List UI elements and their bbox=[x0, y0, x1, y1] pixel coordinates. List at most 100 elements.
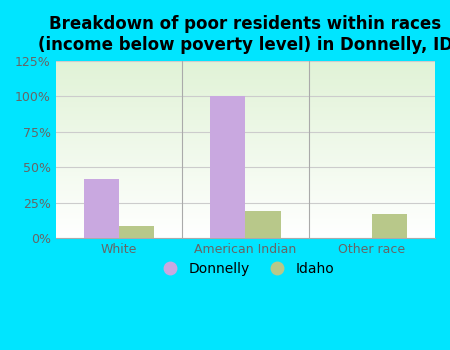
Legend: Donnelly, Idaho: Donnelly, Idaho bbox=[151, 256, 340, 281]
Bar bbox=[56, 196, 435, 197]
Bar bbox=[56, 159, 435, 160]
Bar bbox=[56, 93, 435, 95]
Bar bbox=[56, 173, 435, 175]
Bar bbox=[56, 105, 435, 107]
Bar bbox=[56, 80, 435, 82]
Bar bbox=[119, 226, 154, 238]
Bar bbox=[56, 197, 435, 198]
Bar bbox=[56, 62, 435, 64]
Bar bbox=[56, 77, 435, 79]
Bar bbox=[56, 204, 435, 206]
Bar bbox=[372, 214, 407, 238]
Bar bbox=[56, 133, 435, 135]
Bar bbox=[56, 141, 435, 142]
Bar bbox=[56, 172, 435, 173]
Bar bbox=[56, 236, 435, 237]
Bar bbox=[56, 125, 435, 126]
Bar bbox=[56, 218, 435, 219]
Bar bbox=[56, 237, 435, 238]
Bar bbox=[56, 224, 435, 225]
Bar bbox=[56, 129, 435, 131]
Bar bbox=[56, 167, 435, 169]
Bar bbox=[56, 222, 435, 224]
Bar bbox=[245, 211, 281, 238]
Bar bbox=[56, 206, 435, 208]
Bar bbox=[56, 67, 435, 68]
Bar bbox=[56, 108, 435, 110]
Bar bbox=[56, 82, 435, 83]
Bar bbox=[56, 89, 435, 91]
Bar bbox=[56, 179, 435, 181]
Bar bbox=[56, 121, 435, 123]
Bar bbox=[56, 101, 435, 102]
Bar bbox=[56, 92, 435, 93]
Bar bbox=[56, 99, 435, 101]
Bar bbox=[56, 194, 435, 196]
Bar bbox=[56, 202, 435, 203]
Bar bbox=[56, 176, 435, 178]
Bar bbox=[56, 136, 435, 138]
Bar bbox=[56, 225, 435, 227]
Bar bbox=[56, 153, 435, 154]
Bar bbox=[56, 95, 435, 97]
Bar bbox=[56, 148, 435, 150]
Bar bbox=[56, 116, 435, 117]
Bar bbox=[56, 187, 435, 188]
Bar bbox=[56, 227, 435, 228]
Bar bbox=[56, 147, 435, 148]
Bar bbox=[56, 162, 435, 163]
Bar bbox=[56, 212, 435, 214]
Bar bbox=[56, 170, 435, 172]
Bar bbox=[56, 232, 435, 234]
Bar bbox=[56, 64, 435, 65]
Bar bbox=[56, 150, 435, 151]
Bar bbox=[56, 163, 435, 164]
Bar bbox=[56, 70, 435, 71]
Bar bbox=[56, 234, 435, 236]
Bar bbox=[210, 97, 245, 238]
Bar bbox=[56, 132, 435, 133]
Bar bbox=[56, 142, 435, 144]
Bar bbox=[56, 210, 435, 212]
Bar bbox=[56, 91, 435, 92]
Bar bbox=[56, 145, 435, 147]
Bar bbox=[56, 111, 435, 113]
Bar bbox=[56, 65, 435, 67]
Bar bbox=[56, 156, 435, 157]
Bar bbox=[56, 185, 435, 187]
Bar bbox=[56, 86, 435, 88]
Bar bbox=[56, 169, 435, 170]
Bar bbox=[56, 230, 435, 231]
Bar bbox=[56, 164, 435, 166]
Bar bbox=[56, 157, 435, 159]
Bar bbox=[56, 71, 435, 73]
Bar bbox=[56, 214, 435, 215]
Bar bbox=[56, 88, 435, 89]
Bar bbox=[56, 135, 435, 136]
Bar bbox=[56, 221, 435, 222]
Bar bbox=[56, 61, 435, 62]
Bar bbox=[56, 107, 435, 108]
Bar bbox=[56, 123, 435, 125]
Bar bbox=[56, 127, 435, 129]
Bar bbox=[56, 85, 435, 86]
Bar bbox=[56, 208, 435, 209]
Bar bbox=[56, 193, 435, 194]
Bar bbox=[56, 98, 435, 99]
Bar bbox=[56, 76, 435, 77]
Bar bbox=[56, 102, 435, 104]
Bar bbox=[56, 110, 435, 111]
Bar bbox=[56, 228, 435, 230]
Bar bbox=[56, 219, 435, 221]
Bar bbox=[84, 179, 119, 238]
Bar bbox=[56, 104, 435, 105]
Title: Breakdown of poor residents within races
(income below poverty level) in Donnell: Breakdown of poor residents within races… bbox=[38, 15, 450, 54]
Bar bbox=[56, 154, 435, 156]
Bar bbox=[56, 215, 435, 216]
Bar bbox=[56, 79, 435, 80]
Bar bbox=[56, 216, 435, 218]
Bar bbox=[56, 120, 435, 121]
Bar bbox=[56, 139, 435, 141]
Bar bbox=[56, 178, 435, 179]
Bar bbox=[56, 97, 435, 98]
